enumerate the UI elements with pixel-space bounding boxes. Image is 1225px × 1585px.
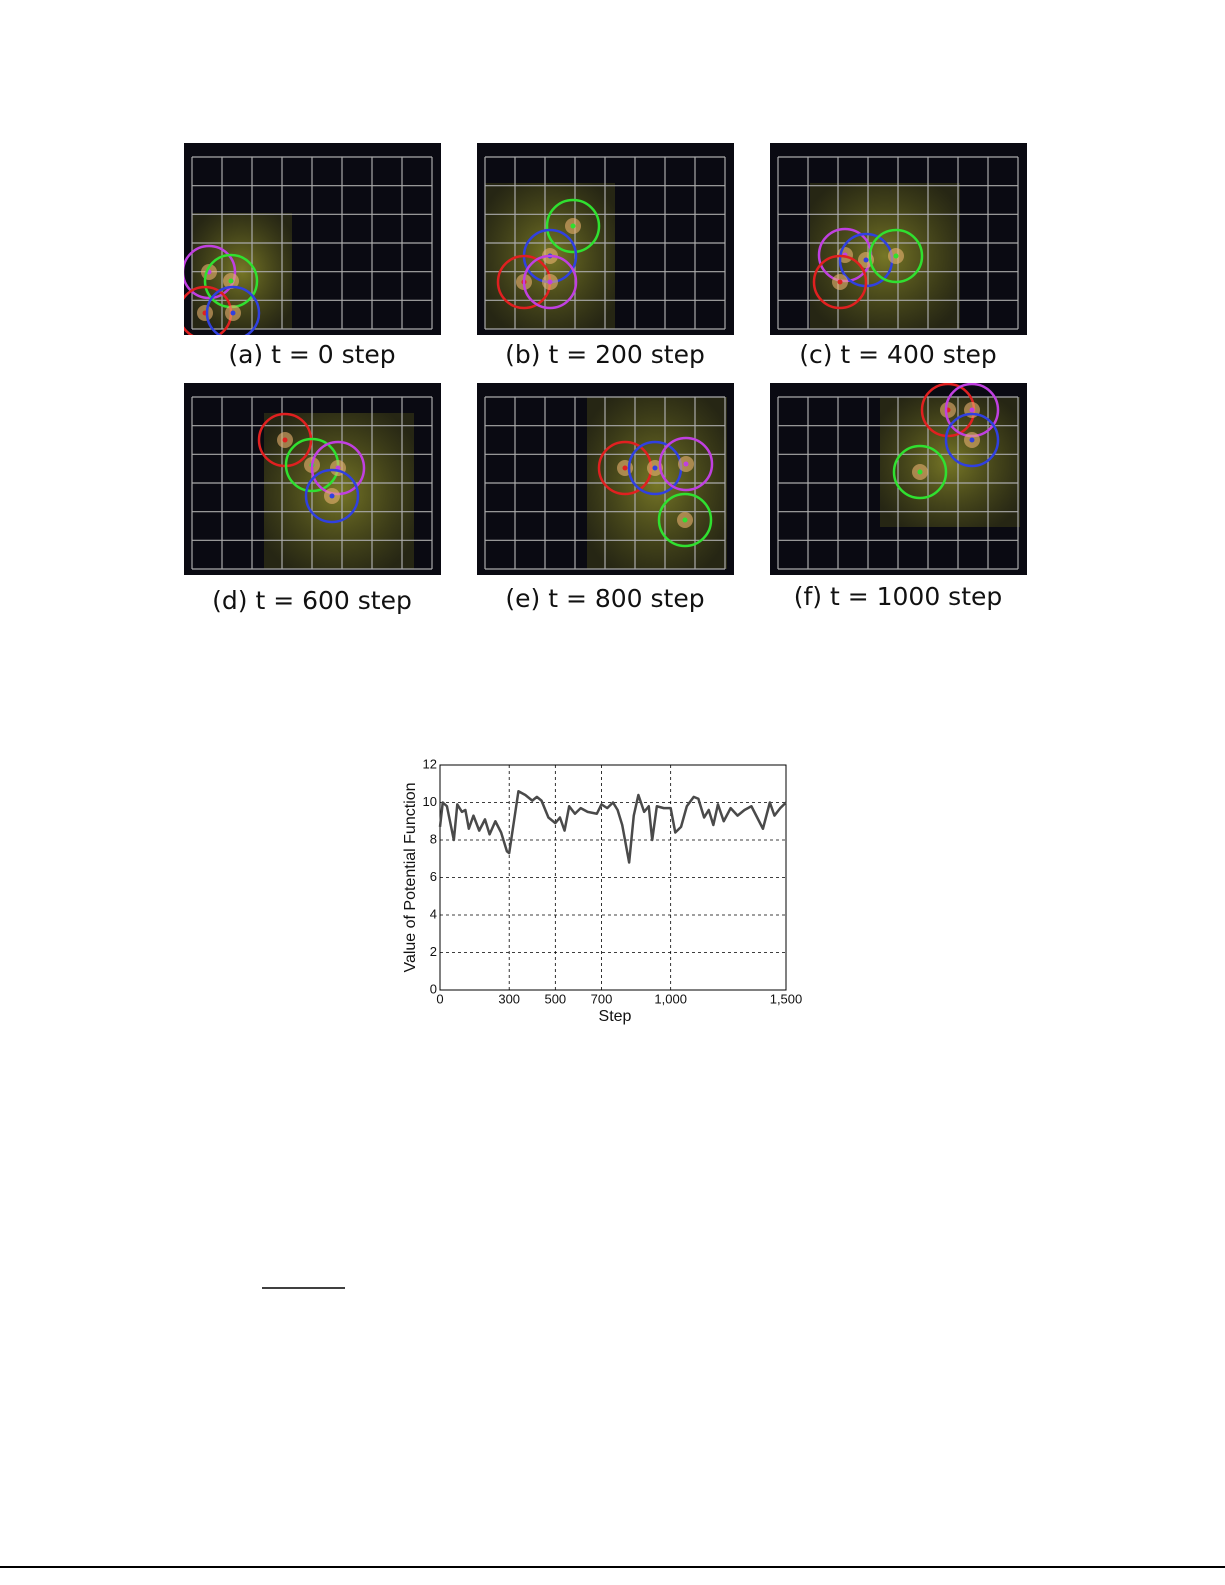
x-tick-label: 1,500 bbox=[770, 991, 803, 1006]
agent-dot bbox=[893, 253, 899, 259]
y-tick-label: 6 bbox=[430, 869, 437, 884]
y-tick-label: 0 bbox=[430, 981, 437, 996]
panel-content bbox=[184, 143, 441, 335]
plot-frame bbox=[439, 764, 787, 991]
agent-dot bbox=[969, 407, 975, 413]
data-line bbox=[438, 790, 787, 864]
x-tick-label: 300 bbox=[498, 991, 520, 1006]
panel-content bbox=[770, 383, 1027, 575]
agent-range bbox=[892, 444, 948, 500]
agent-dot bbox=[682, 517, 688, 523]
agent-dot bbox=[228, 278, 234, 284]
panel-content bbox=[477, 383, 734, 575]
panel-caption: (d) t = 600 step bbox=[212, 586, 412, 615]
y-tick-label: 4 bbox=[430, 906, 437, 921]
agent-range bbox=[657, 492, 713, 548]
agent-range bbox=[944, 412, 1000, 468]
y-tick-label: 8 bbox=[430, 831, 437, 846]
panel-caption: (e) t = 800 step bbox=[505, 584, 704, 613]
y-tick-label: 12 bbox=[423, 756, 437, 771]
agent-dot bbox=[837, 279, 843, 285]
agent-range bbox=[522, 254, 578, 310]
panel-caption: (f) t = 1000 step bbox=[794, 582, 1003, 611]
agent-dot bbox=[230, 310, 236, 316]
agent-dot bbox=[570, 223, 576, 229]
y-tick-label: 2 bbox=[430, 944, 437, 959]
sim-panel bbox=[184, 383, 441, 575]
agent-dot bbox=[683, 461, 689, 467]
panel-content bbox=[477, 143, 734, 335]
y-tick-label: 10 bbox=[423, 794, 437, 809]
sim-panel bbox=[477, 143, 734, 335]
agent-dot bbox=[652, 465, 658, 471]
sim-panel bbox=[770, 383, 1027, 575]
panel-content bbox=[184, 383, 441, 575]
panel-content bbox=[770, 143, 1027, 335]
agent-dot bbox=[917, 469, 923, 475]
agent-range bbox=[184, 244, 237, 300]
x-tick-label: 500 bbox=[544, 991, 566, 1006]
sim-panel bbox=[770, 143, 1027, 335]
panel-caption: (a) t = 0 step bbox=[228, 340, 395, 369]
agent-dot bbox=[969, 437, 975, 443]
y-axis-label: Value of Potential Function bbox=[402, 782, 419, 972]
agent-range bbox=[304, 468, 360, 524]
agent-dot bbox=[863, 257, 869, 263]
agent-range bbox=[658, 436, 714, 492]
panel-caption: (b) t = 200 step bbox=[505, 340, 705, 369]
agent-dot bbox=[282, 437, 288, 443]
agent-range bbox=[545, 198, 601, 254]
panel-caption: (c) t = 400 step bbox=[799, 340, 997, 369]
sim-panel bbox=[184, 143, 441, 335]
sim-panel bbox=[477, 383, 734, 575]
agent-dot bbox=[622, 465, 628, 471]
agent-dot bbox=[329, 493, 335, 499]
agent-range bbox=[812, 254, 868, 310]
x-axis-label: Step bbox=[599, 1008, 632, 1025]
agent-dot bbox=[547, 279, 553, 285]
x-tick-label: 0 bbox=[436, 991, 443, 1006]
agent-range bbox=[868, 228, 924, 284]
agent-range bbox=[205, 285, 261, 335]
x-tick-label: 700 bbox=[591, 991, 613, 1006]
x-tick-label: 1,000 bbox=[654, 991, 687, 1006]
